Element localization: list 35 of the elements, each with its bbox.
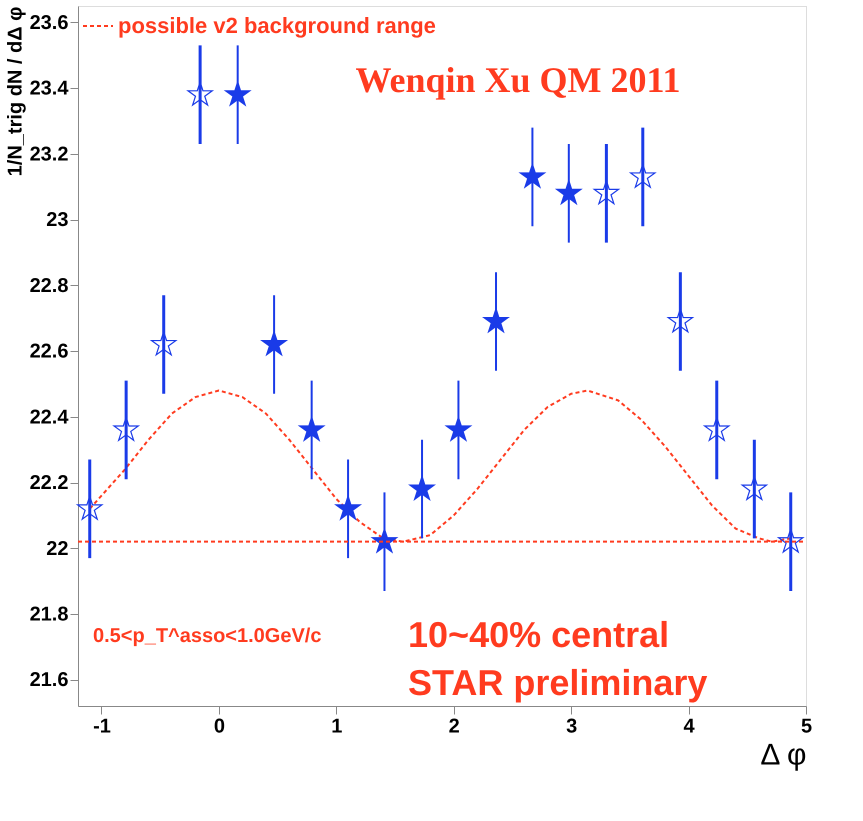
point [261,331,287,356]
annotation: Wenqin Xu QM 2011 [355,60,681,100]
y-axis-title: 1/N_trig dN / dΔ φ [4,6,27,176]
x-tick-label: -1 [93,716,111,738]
y-tick-label: 22.6 [30,340,68,363]
point [335,495,361,520]
point [520,164,546,188]
y-tick-label: 22.4 [30,406,70,428]
point [224,81,250,106]
y-tick-label: 22.2 [30,472,68,494]
annotation: 0.5<p_T^asso<1.0GeV/c [93,625,322,647]
point [409,476,435,500]
y-tick-label: 21.8 [30,603,68,626]
point [446,416,472,441]
y-tick-label: 23 [46,209,68,232]
y-tick-label: 21.6 [30,669,68,692]
point [372,528,398,553]
annotation: 10~40% central [408,614,670,655]
y-tick-label: 22.8 [30,274,68,297]
legend-label: possible v2 background range [118,13,436,38]
y-tick-label: 23.4 [30,78,70,100]
point [298,416,324,441]
x-tick-label: 5 [800,716,812,738]
point [483,308,509,332]
y-tick-label: 23.6 [30,12,68,34]
x-tick-label: 2 [448,716,460,738]
y-tick-label: 23.2 [30,143,68,166]
x-tick-label: 1 [331,716,342,738]
x-tick-label: 0 [214,716,225,738]
point [556,180,582,204]
annotation: STAR preliminary [408,662,708,703]
x-tick-label: 4 [684,716,696,738]
y-tick-label: 22 [46,538,68,560]
x-axis-title: Δ φ [760,738,806,772]
x-tick-label: 3 [566,716,578,738]
